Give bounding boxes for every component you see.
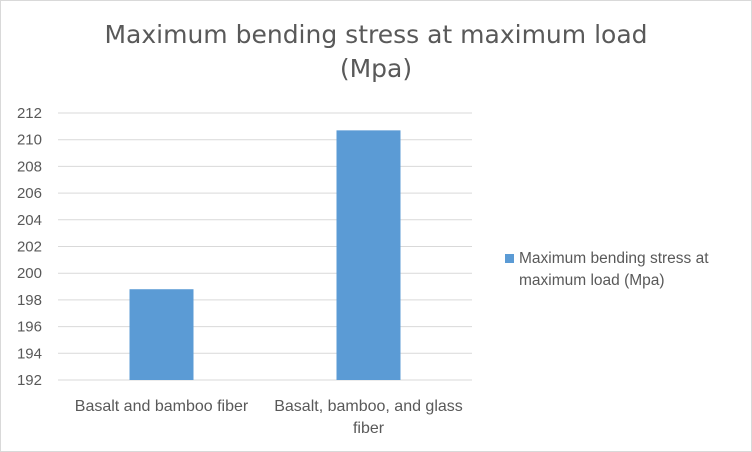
y-tick-label: 192 bbox=[17, 372, 42, 389]
chart-title: Maximum bending stress at maximum load (… bbox=[0, 18, 752, 86]
legend: Maximum bending stress at maximum load (… bbox=[505, 248, 745, 292]
bars bbox=[129, 130, 401, 380]
x-axis-category-labels: Basalt and bamboo fiber Basalt, bamboo, a… bbox=[75, 398, 463, 437]
y-tick-label: 206 bbox=[17, 185, 42, 202]
gridlines bbox=[58, 112, 472, 381]
x-category-label-line: Basalt and bamboo fiber bbox=[75, 398, 249, 415]
y-tick-label: 202 bbox=[17, 239, 42, 256]
y-tick-label: 200 bbox=[17, 265, 42, 282]
x-category-label-2: Basalt, bamboo, and glass fiber bbox=[274, 398, 463, 437]
x-category-label-line: fiber bbox=[353, 420, 385, 437]
y-axis-tick-labels: 192 194 196 198 200 202 204 206 208 210 212 bbox=[17, 105, 42, 389]
y-tick-label: 198 bbox=[17, 292, 42, 309]
x-category-label-line: Basalt, bamboo, and glass bbox=[274, 398, 463, 415]
y-tick-label: 194 bbox=[17, 345, 42, 362]
chart-title-line-1: Maximum bending stress at maximum load bbox=[104, 20, 648, 49]
y-tick-label: 208 bbox=[17, 158, 42, 175]
y-tick-label: 212 bbox=[17, 105, 42, 122]
x-category-label-1: Basalt and bamboo fiber bbox=[75, 398, 249, 415]
y-tick-label: 210 bbox=[17, 132, 42, 149]
legend-swatch bbox=[505, 254, 514, 263]
bar-2 bbox=[336, 130, 401, 380]
y-tick-label: 196 bbox=[17, 319, 42, 336]
chart-title-line-2: (Mpa) bbox=[339, 54, 413, 83]
legend-label: Maximum bending stress at maximum load (… bbox=[519, 250, 709, 289]
y-tick-label: 204 bbox=[17, 212, 42, 229]
bar-1 bbox=[129, 289, 194, 380]
